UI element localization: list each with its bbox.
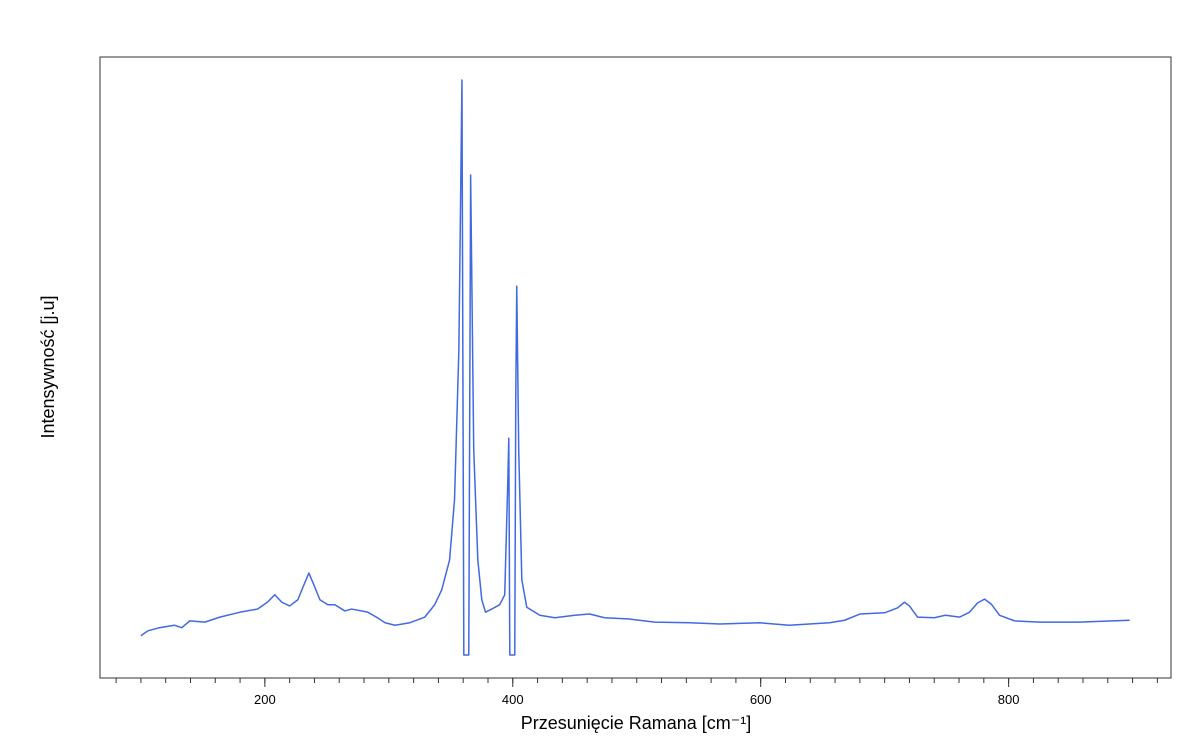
x-tick-label: 600 — [750, 692, 772, 707]
x-tick-label: 800 — [998, 692, 1020, 707]
x-tick-label: 200 — [254, 692, 276, 707]
y-axis-label: Intensywność [j.u] — [38, 295, 58, 438]
plot-frame — [99, 56, 1172, 679]
spectrum-line — [140, 79, 1130, 656]
x-tick-label: 400 — [502, 692, 524, 707]
x-axis-label: Przesunięcie Ramana [cm⁻¹] — [521, 713, 752, 733]
